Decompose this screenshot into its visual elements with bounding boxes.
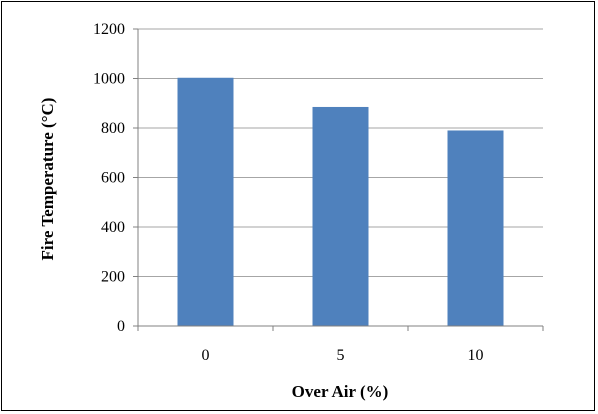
x-tick-label: 5 xyxy=(337,347,345,364)
y-tick-label: 200 xyxy=(101,269,125,286)
y-tick-label: 600 xyxy=(101,170,125,187)
y-tick-label: 1200 xyxy=(93,21,125,38)
y-tick-label: 0 xyxy=(117,318,125,335)
bar xyxy=(447,130,504,326)
y-tick-labels: 0 200 400 600 800 1000 1200 xyxy=(93,21,125,335)
bar xyxy=(177,77,234,326)
y-tick-label: 800 xyxy=(101,120,125,137)
bar xyxy=(312,106,369,327)
x-axis-title: Over Air (%) xyxy=(292,382,389,401)
x-tick-label: 0 xyxy=(202,347,210,364)
y-tick-label: 1000 xyxy=(93,71,125,88)
axes xyxy=(133,28,544,331)
bars xyxy=(177,77,504,327)
x-tick-label: 10 xyxy=(468,347,484,364)
y-tick-label: 400 xyxy=(101,219,125,236)
y-axis-title: Fire Temperature (°C) xyxy=(38,98,57,261)
x-tick-labels: 0 5 10 xyxy=(202,347,484,364)
